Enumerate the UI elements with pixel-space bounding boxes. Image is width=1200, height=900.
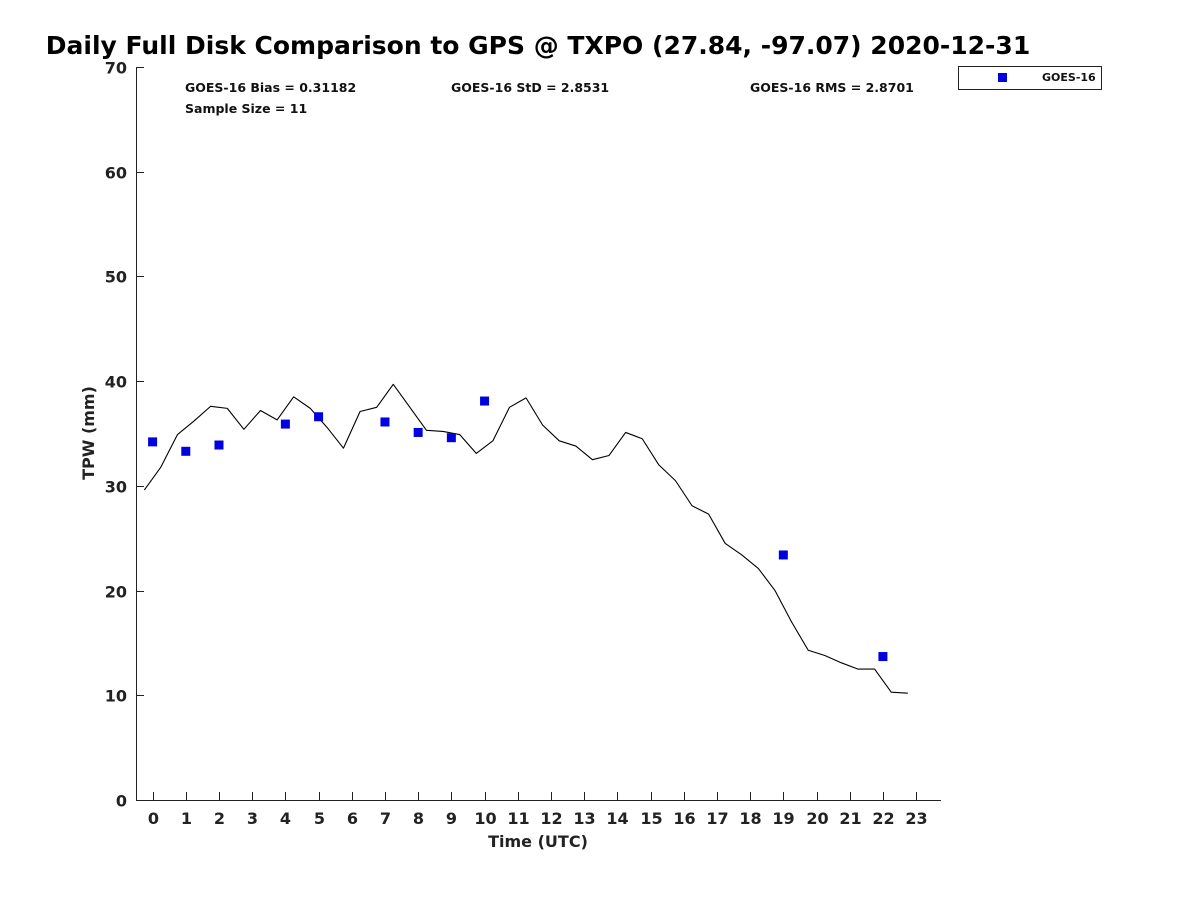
x-tick-label: 0: [148, 809, 159, 828]
x-axis-label: Time (UTC): [488, 832, 588, 851]
x-tick-label: 9: [446, 809, 457, 828]
x-tick-label: 19: [772, 809, 794, 828]
x-tick-label: 17: [706, 809, 728, 828]
data-point: [314, 412, 324, 422]
x-tick-label: 20: [806, 809, 828, 828]
y-tick-label: 20: [105, 583, 127, 602]
data-point: [148, 437, 158, 447]
x-tick-label: 15: [640, 809, 662, 828]
data-point: [413, 427, 423, 437]
x-tick-label: 3: [247, 809, 258, 828]
y-tick-label: 70: [105, 59, 127, 78]
sample-size-annotation: Sample Size = 11: [185, 101, 307, 116]
x-tick-label: 22: [872, 809, 894, 828]
x-tick-label: 4: [280, 809, 291, 828]
data-point: [380, 417, 390, 427]
data-point: [878, 652, 888, 662]
axes: [136, 67, 941, 801]
x-tick-label: 18: [739, 809, 761, 828]
data-point: [778, 550, 788, 560]
chart-title: Daily Full Disk Comparison to GPS @ TXPO…: [46, 31, 1030, 60]
y-tick-label: 10: [105, 687, 127, 706]
x-tick-label: 8: [413, 809, 424, 828]
x-tick-label: 11: [507, 809, 529, 828]
legend: GOES-16: [958, 66, 1102, 90]
x-tick-label: 14: [606, 809, 628, 828]
x-tick-label: 1: [181, 809, 192, 828]
y-tick-label: 50: [105, 268, 127, 287]
x-tick-label: 10: [474, 809, 496, 828]
series-line-group: [143, 383, 908, 694]
x-tick-label: 16: [673, 809, 695, 828]
rms-annotation: GOES-16 RMS = 2.8701: [750, 80, 914, 95]
x-tick-label: 21: [839, 809, 861, 828]
data-point: [181, 446, 191, 456]
stats-annotations: GOES-16 Bias = 0.31182 GOES-16 StD = 2.8…: [185, 80, 914, 116]
data-point: [214, 440, 224, 450]
y-tick-label: 40: [105, 373, 127, 392]
series-scatter-group: [148, 396, 888, 662]
y-tick-label: 30: [105, 478, 127, 497]
y-tick-label: 60: [105, 164, 127, 183]
y-tick-label: 0: [116, 792, 127, 811]
legend-marker: [998, 73, 1007, 82]
legend-label: GOES-16: [1042, 71, 1096, 84]
legend-box: [958, 66, 1102, 90]
series-line: [143, 383, 908, 694]
y-axis-ticks: 0 10 20 30 40 50 60 70: [105, 59, 144, 811]
y-axis-label: TPW (mm): [79, 386, 98, 480]
x-tick-label: 12: [540, 809, 562, 828]
x-axis-ticks: 0 1 2 3 4 5 6 7 8 9 10 11 12 13 14 15 16 17 18 19 20 21 22 23: [148, 792, 928, 828]
data-point: [446, 433, 456, 443]
x-tick-label: 5: [314, 809, 325, 828]
bias-annotation: GOES-16 Bias = 0.31182: [185, 80, 356, 95]
data-point: [280, 419, 290, 429]
data-point: [480, 396, 490, 406]
std-annotation: GOES-16 StD = 2.8531: [451, 80, 609, 95]
x-tick-label: 7: [380, 809, 391, 828]
x-tick-label: 13: [573, 809, 595, 828]
x-tick-label: 6: [347, 809, 358, 828]
x-tick-label: 2: [214, 809, 225, 828]
x-tick-label: 23: [905, 809, 927, 828]
